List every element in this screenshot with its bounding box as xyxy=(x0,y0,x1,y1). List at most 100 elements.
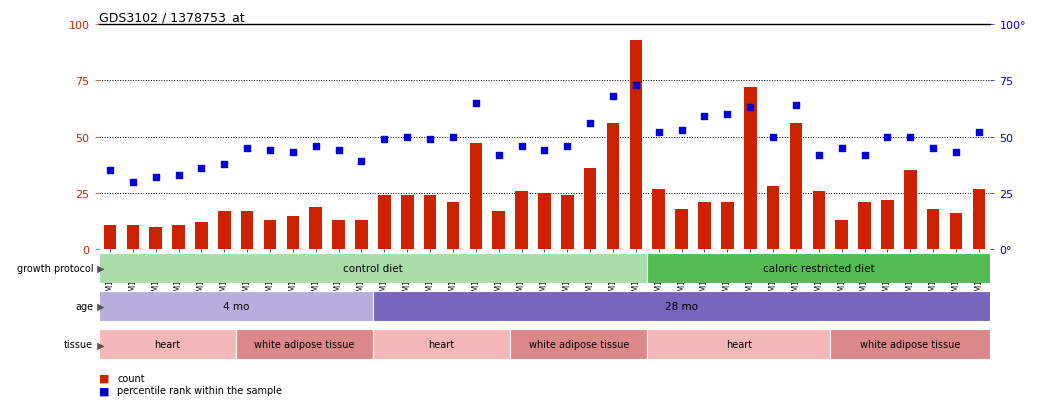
Point xyxy=(650,130,667,136)
Bar xyxy=(584,169,596,250)
Point xyxy=(170,172,187,179)
Bar xyxy=(950,214,962,250)
Bar xyxy=(241,211,253,250)
Bar xyxy=(629,40,642,250)
Text: ■: ■ xyxy=(99,385,109,395)
Point xyxy=(536,147,553,154)
Text: white adipose tissue: white adipose tissue xyxy=(860,339,960,349)
Bar xyxy=(881,200,894,250)
Text: ▶: ▶ xyxy=(94,339,105,349)
Bar xyxy=(698,203,710,250)
Bar xyxy=(309,207,323,250)
Point xyxy=(673,127,690,134)
Bar xyxy=(744,88,757,250)
Bar xyxy=(99,292,373,321)
Point xyxy=(239,145,255,152)
Bar xyxy=(447,203,459,250)
Bar xyxy=(647,330,831,359)
Text: ▶: ▶ xyxy=(94,263,105,273)
Point xyxy=(102,168,118,174)
Point xyxy=(193,166,209,172)
Bar xyxy=(607,124,619,250)
Bar xyxy=(510,330,647,359)
Bar xyxy=(424,196,437,250)
Bar xyxy=(836,221,848,250)
Bar xyxy=(401,196,414,250)
Text: tissue: tissue xyxy=(64,339,93,349)
Bar xyxy=(235,330,373,359)
Point xyxy=(216,161,232,168)
Bar xyxy=(99,253,647,283)
Bar xyxy=(904,171,917,250)
Text: 28 mo: 28 mo xyxy=(665,301,698,311)
Point xyxy=(696,114,712,120)
Point xyxy=(741,105,758,112)
Bar xyxy=(675,209,688,250)
Text: GDS3102 / 1378753_at: GDS3102 / 1378753_at xyxy=(99,11,245,24)
Point xyxy=(147,175,164,181)
Bar xyxy=(172,225,185,250)
Bar xyxy=(218,211,230,250)
Point xyxy=(719,112,735,118)
Text: heart: heart xyxy=(155,339,180,349)
Point xyxy=(559,143,576,150)
Point xyxy=(765,134,782,141)
Point xyxy=(582,121,598,127)
Point xyxy=(307,143,324,150)
Bar xyxy=(104,225,116,250)
Text: heart: heart xyxy=(428,339,454,349)
Text: growth protocol: growth protocol xyxy=(17,263,93,273)
Bar xyxy=(149,227,162,250)
Text: ▶: ▶ xyxy=(94,301,105,311)
Point xyxy=(857,152,873,159)
Point xyxy=(879,134,896,141)
Text: control diet: control diet xyxy=(343,263,402,273)
Point xyxy=(971,130,987,136)
Point xyxy=(399,134,416,141)
Bar xyxy=(859,203,871,250)
Point xyxy=(354,159,370,165)
Bar xyxy=(373,330,510,359)
Point xyxy=(491,152,507,159)
Bar xyxy=(831,330,990,359)
Text: caloric restricted diet: caloric restricted diet xyxy=(763,263,874,273)
Bar xyxy=(470,144,482,250)
Bar xyxy=(515,191,528,250)
Point xyxy=(331,147,347,154)
Point xyxy=(627,82,644,89)
Point xyxy=(445,134,461,141)
Bar xyxy=(647,253,990,283)
Text: ■: ■ xyxy=(99,373,109,383)
Text: age: age xyxy=(76,301,93,311)
Text: white adipose tissue: white adipose tissue xyxy=(529,339,628,349)
Text: 4 mo: 4 mo xyxy=(223,301,249,311)
Bar xyxy=(652,189,665,250)
Bar xyxy=(813,191,825,250)
Point xyxy=(261,147,278,154)
Bar xyxy=(379,196,391,250)
Bar xyxy=(356,221,368,250)
Point xyxy=(788,102,805,109)
Bar xyxy=(927,209,940,250)
Point xyxy=(811,152,828,159)
Bar xyxy=(766,187,780,250)
Text: heart: heart xyxy=(726,339,752,349)
Bar xyxy=(373,292,990,321)
Text: white adipose tissue: white adipose tissue xyxy=(254,339,355,349)
Bar xyxy=(493,211,505,250)
Bar xyxy=(538,194,551,250)
Text: percentile rank within the sample: percentile rank within the sample xyxy=(117,385,282,395)
Bar xyxy=(127,225,139,250)
Point xyxy=(422,136,439,143)
Text: count: count xyxy=(117,373,145,383)
Point xyxy=(925,145,942,152)
Point xyxy=(513,143,530,150)
Bar xyxy=(99,330,235,359)
Bar xyxy=(721,203,733,250)
Bar xyxy=(195,223,207,250)
Bar xyxy=(561,196,573,250)
Bar xyxy=(263,221,276,250)
Bar xyxy=(973,189,985,250)
Point xyxy=(124,179,141,186)
Point xyxy=(902,134,919,141)
